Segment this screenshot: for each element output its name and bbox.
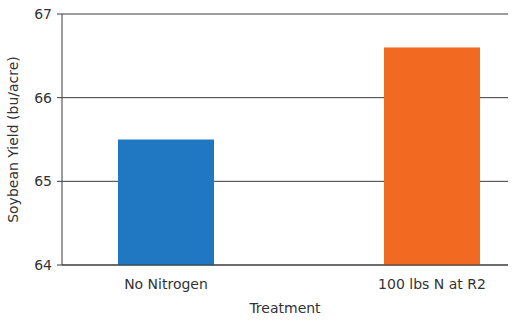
- y-tick-label: 66: [34, 90, 52, 106]
- x-axis: [62, 265, 508, 266]
- y-tick-label: 65: [34, 173, 52, 189]
- grid-line: [62, 265, 508, 266]
- y-tick-label: 64: [34, 257, 52, 273]
- tick-mark: [57, 14, 62, 15]
- chart: 64 65 66 67 No Nitrogen 100 lbs N at R2 Treatm…: [0, 0, 518, 321]
- x-tick-label: 100 lbs N at R2: [378, 276, 486, 292]
- y-axis: [62, 14, 63, 265]
- bar: [384, 47, 480, 265]
- tick-mark: [57, 97, 62, 98]
- x-tick-label: No Nitrogen: [124, 276, 208, 292]
- grid-line: [62, 14, 508, 15]
- tick-mark: [57, 265, 62, 266]
- x-axis-label: Treatment: [248, 300, 321, 316]
- y-tick-label: 67: [34, 6, 52, 22]
- tick-mark: [57, 181, 62, 182]
- y-axis-label: Soybean Yield (bu/acre): [5, 56, 21, 223]
- bar: [118, 140, 214, 266]
